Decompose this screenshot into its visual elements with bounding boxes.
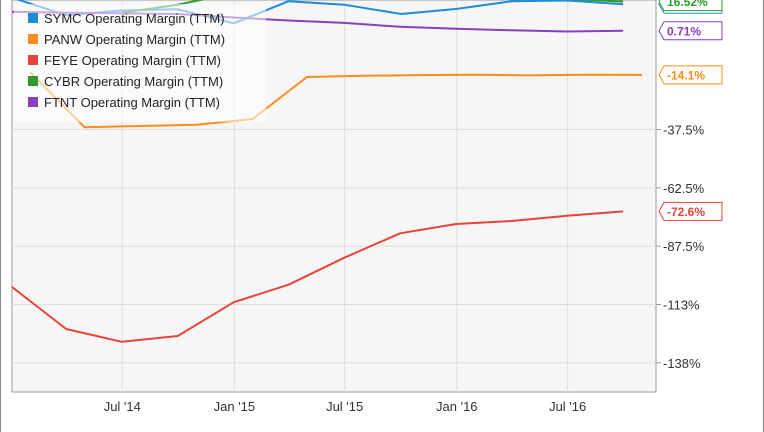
legend-background — [14, 4, 266, 122]
legend-label: CYBR Operating Margin (TTM) — [44, 74, 223, 89]
series-line-1 — [29, 71, 643, 129]
end-label-text: 16.52% — [667, 0, 708, 9]
y-tick-label: -62.5% — [663, 181, 705, 196]
x-tick-label: Jul '14 — [104, 399, 141, 414]
legend: SYMC Operating Margin (TTM) PANW Operatin… — [14, 4, 266, 122]
y-tick-label: -138% — [663, 356, 701, 371]
x-tick-label: Jan '15 — [214, 399, 256, 414]
y-tick-label: -37.5% — [663, 123, 705, 138]
end-label-text: 0.71% — [667, 24, 701, 38]
legend-swatch — [28, 76, 38, 86]
y-tick-label: -87.5% — [663, 239, 705, 254]
end-label-3: 16.52% — [658, 0, 723, 12]
end-label-4: 0.71% — [658, 21, 723, 41]
legend-label: PANW Operating Margin (TTM) — [44, 32, 225, 47]
end-label-box — [658, 201, 723, 221]
x-tick-label: Jan '16 — [436, 399, 478, 414]
legend-swatch — [28, 34, 38, 44]
end-label-text: -72.6% — [667, 205, 705, 219]
legend-swatch — [28, 13, 38, 23]
end-label-text: -14.1% — [667, 68, 705, 82]
legend-label: FTNT Operating Margin (TTM) — [44, 95, 220, 110]
end-label-box — [658, 21, 723, 41]
end-label-2: -72.6% — [658, 201, 723, 221]
legend-swatch — [28, 55, 38, 65]
legend-label: SYMC Operating Margin (TTM) — [44, 11, 225, 26]
x-tick-label: Jul '16 — [549, 399, 586, 414]
series-line-2 — [11, 210, 624, 343]
grid-lines — [12, 0, 661, 392]
end-label-box — [658, 65, 723, 85]
x-tick-label: Jul '15 — [326, 399, 363, 414]
axis-ticks: Jul '14 Jan '15 Jul '15 Jan '16 Jul '16 -37.5… — [104, 123, 705, 415]
legend-label: FEYE Operating Margin (TTM) — [44, 53, 221, 68]
end-labels: 10.10%-14.1%-72.6%16.52%0.71% — [658, 0, 723, 221]
end-label-box — [658, 0, 723, 12]
y-tick-label: -113% — [663, 298, 700, 313]
end-label-1: -14.1% — [658, 65, 723, 85]
legend-swatch — [28, 97, 38, 107]
